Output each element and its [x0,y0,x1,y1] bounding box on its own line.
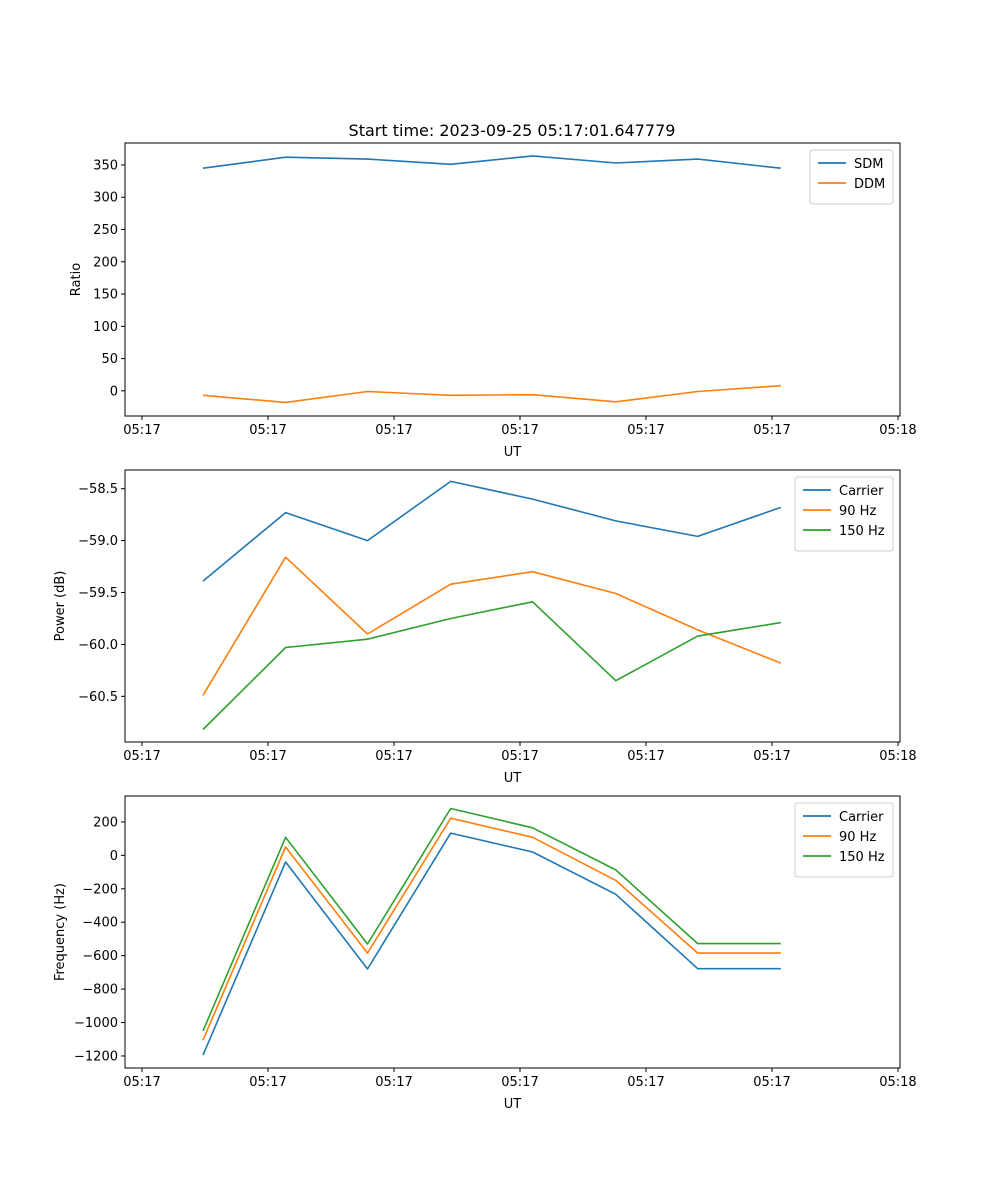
legend-label: 150 Hz [839,524,885,539]
series-line-150-hz [202,600,781,731]
y-axis-label: Ratio [69,263,84,296]
y-tick-label: 200 [93,815,118,830]
y-tick-label: 300 [93,191,118,206]
y-tick-label: 150 [93,288,118,303]
x-tick-label: 05:18 [879,749,916,764]
y-tick-label: −59.0 [78,534,118,549]
series-line-carrier [202,480,782,582]
legend: Carrier 90 Hz 150 Hz [794,476,894,552]
x-tick-label: 05:17 [249,423,286,438]
x-tick-label: 05:17 [753,423,790,438]
x-axis-label: UT [504,445,522,460]
panel-3: 05:17 05:17 05:17 05:17 05:17 05:17 05:18 UT −12… [53,795,917,1112]
y-tick-label: −400 [82,916,118,931]
legend: Carrier 90 Hz 150 Hz [794,802,894,878]
x-axis-label: UT [504,1097,522,1112]
axes-frame [124,795,901,1069]
x-tick-label: 05:17 [501,423,538,438]
x-tick-label: 05:17 [753,749,790,764]
legend-label: Carrier [839,484,884,499]
y-tick-label: 0 [110,849,118,864]
y-tick-label: −200 [82,882,118,897]
y-tick-label: −1200 [74,1049,118,1064]
y-tick-label: 350 [93,158,118,173]
y-tick-label: −800 [82,983,118,998]
y-tick-label: 0 [110,384,118,399]
panel-1: 05:17 05:17 05:17 05:17 05:17 05:17 05:18 UT 0 50… [69,142,917,460]
legend-label: 150 Hz [839,850,885,865]
y-tick-label: −1000 [74,1016,118,1031]
legend: SDM DDM [809,149,894,205]
legend-box [794,476,894,552]
y-tick-label: −58.5 [78,482,118,497]
x-tick-label: 05:17 [753,1075,790,1090]
y-tick-label: −60.0 [78,638,118,653]
x-tick-label: 05:17 [249,1075,286,1090]
x-tick-label: 05:17 [123,749,160,764]
x-tick-label: 05:17 [375,749,412,764]
series-line-90-hz [202,817,781,1041]
series-line-carrier [202,832,781,1056]
axes-frame [124,142,901,417]
x-tick-label: 05:17 [375,423,412,438]
x-tick-label: 05:18 [879,1075,916,1090]
legend-label: 90 Hz [839,504,876,519]
legend-label: 90 Hz [839,830,876,845]
x-tick-label: 05:17 [123,423,160,438]
x-tick-label: 05:17 [627,423,664,438]
x-tick-label: 05:17 [627,1075,664,1090]
y-tick-label: 50 [101,352,118,367]
y-tick-label: −60.5 [78,690,118,705]
series-line-sdm [202,155,781,169]
panel-2: 05:17 05:17 05:17 05:17 05:17 05:17 05:18 UT −60… [53,469,917,786]
x-tick-label: 05:17 [123,1075,160,1090]
x-axis-label: UT [504,771,522,786]
x-tick-label: 05:17 [627,749,664,764]
x-tick-label: 05:17 [249,749,286,764]
series-line-150-hz [202,807,781,1032]
y-tick-label: 100 [93,320,118,335]
series-line-90-hz [202,556,782,696]
x-tick-label: 05:17 [375,1075,412,1090]
x-tick-label: 05:18 [879,423,916,438]
x-tick-label: 05:17 [501,1075,538,1090]
legend-label: DDM [854,177,885,192]
y-axis-label: Power (dB) [53,571,68,642]
chart-title: Start time: 2023-09-25 05:17:01.647779 [349,121,676,140]
x-tick-label: 05:17 [501,749,538,764]
legend-box [794,802,894,878]
legend-label: SDM [854,157,883,172]
series-line-ddm [202,384,781,404]
y-tick-label: −59.5 [78,586,118,601]
legend-label: Carrier [839,810,884,825]
y-tick-label: −600 [82,949,118,964]
axes-frame [124,469,901,743]
y-axis-label: Frequency (Hz) [53,883,68,981]
y-tick-label: 250 [93,223,118,238]
y-tick-label: 200 [93,255,118,270]
